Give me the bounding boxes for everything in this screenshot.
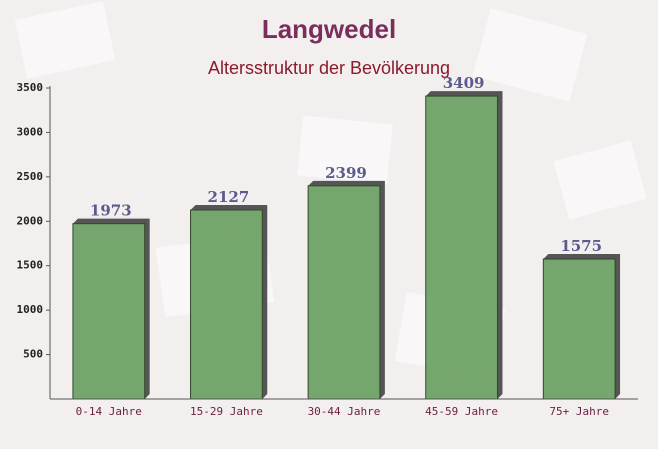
- value-label: 1575: [560, 237, 602, 255]
- y-tick-label: 2500: [17, 170, 44, 183]
- bar: [425, 95, 498, 400]
- x-tick-label: 30-44 Jahre: [308, 405, 381, 418]
- bar: [72, 223, 146, 400]
- bar: [190, 209, 263, 400]
- bar: [542, 258, 616, 400]
- y-tick-label: 500: [23, 348, 43, 361]
- x-tick-label: 45-59 Jahre: [425, 405, 498, 418]
- y-tick-label: 3000: [17, 125, 44, 138]
- value-label: 3409: [443, 74, 485, 92]
- value-label: 2399: [325, 164, 367, 182]
- value-label: 1973: [90, 202, 132, 220]
- y-tick-label: 3500: [17, 81, 44, 94]
- x-tick-label: 15-29 Jahre: [190, 405, 263, 418]
- x-tick-label: 75+ Jahre: [549, 405, 609, 418]
- value-label: 2127: [208, 188, 250, 206]
- y-tick-label: 2000: [17, 214, 44, 227]
- bar: [307, 185, 381, 400]
- x-tick-label: 0-14 Jahre: [76, 405, 142, 418]
- chart-subtitle: Altersstruktur der Bevölkerung: [208, 58, 450, 78]
- chart-title: Langwedel: [262, 14, 396, 44]
- background-pattern: [14, 1, 647, 379]
- y-tick-label: 1500: [17, 259, 44, 272]
- y-tick-label: 1000: [17, 303, 44, 316]
